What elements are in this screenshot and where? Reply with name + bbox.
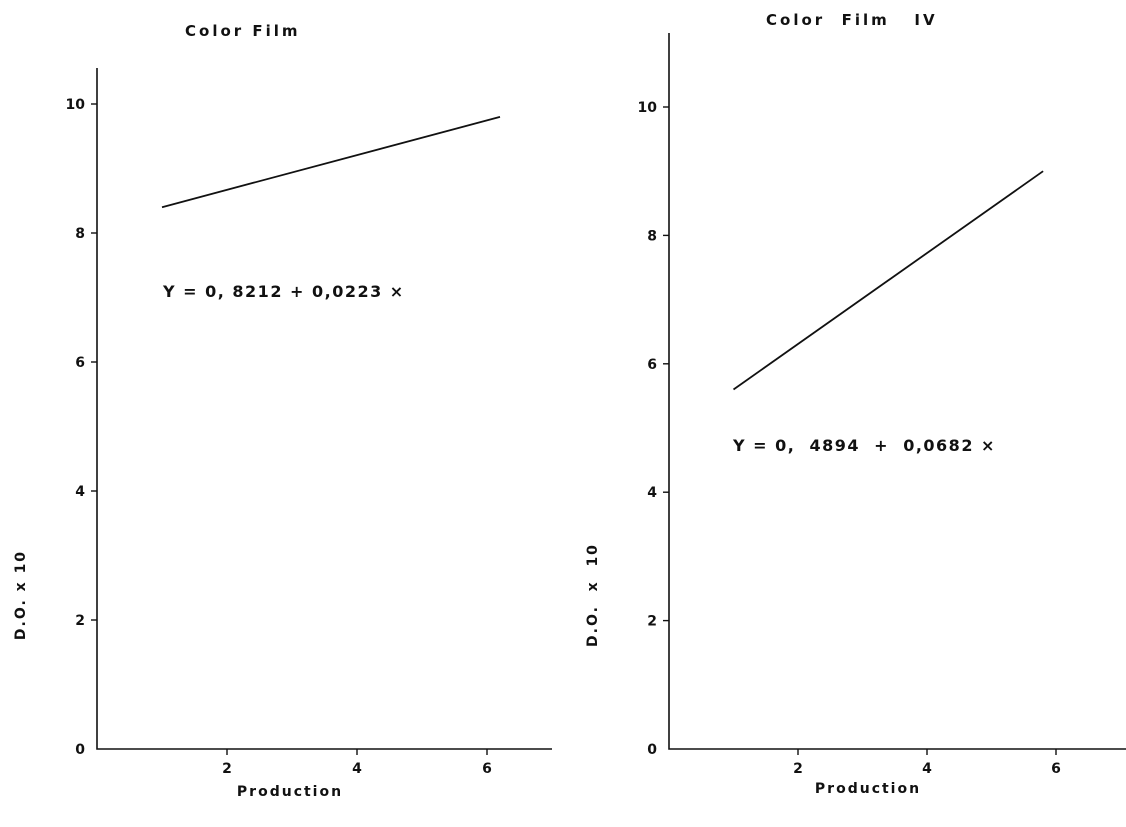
chart-left-regression-line (161, 116, 501, 209)
chart-right-y-ticks: 0 2 4 6 8 10 (638, 100, 669, 758)
chart-right-y-axis-label: D.O. x 10 (585, 543, 601, 647)
chart-right-x-tick-label: 6 (1051, 761, 1061, 777)
chart-right-y-tick-label: 10 (638, 100, 658, 116)
chart-right-y-tick-label: 0 (647, 742, 657, 758)
chart-right-title: Color Film IV (766, 11, 938, 29)
chart-right: Color Film IV 0 2 4 6 8 10 2 4 6 Y = 0, 4894 + … (585, 11, 1126, 797)
chart-left-title: Color Film (185, 22, 301, 40)
chart-right-y-tick-label: 8 (647, 228, 657, 244)
chart-left-y-tick-label: 2 (75, 613, 85, 629)
chart-left-y-tick-label: 4 (75, 484, 85, 500)
chart-right-series (732, 170, 1044, 391)
chart-left-equation: Y = 0, 8212 + 0,0223 × (162, 282, 405, 301)
chart-right-x-ticks: 2 4 6 (793, 749, 1061, 777)
chart-left-x-tick-label: 2 (222, 761, 232, 777)
chart-right-equation: Y = 0, 4894 + 0,0682 × (732, 436, 996, 455)
chart-left-y-tick-label: 10 (66, 97, 86, 113)
chart-right-regression-line (732, 170, 1044, 391)
chart-left-series (161, 116, 501, 209)
chart-left-x-tick-label: 6 (482, 761, 492, 777)
chart-right-x-tick-label: 4 (922, 761, 932, 777)
chart-left-x-ticks: 2 4 6 (222, 749, 492, 777)
chart-right-axes (668, 33, 1126, 750)
chart-right-y-tick-label: 6 (647, 357, 657, 373)
chart-left-y-ticks: 0 2 4 6 8 10 (66, 97, 97, 758)
chart-left-y-tick-label: 0 (75, 742, 85, 758)
chart-left-y-axis-label: D.O. x 10 (13, 550, 29, 640)
chart-left-x-axis-label: Production (237, 784, 343, 800)
chart-left-y-tick-label: 8 (75, 226, 85, 242)
chart-left-x-tick-label: 4 (352, 761, 362, 777)
chart-right-x-axis-label: Production (815, 781, 921, 797)
chart-right-y-tick-label: 4 (647, 485, 657, 501)
chart-right-x-tick-label: 2 (793, 761, 803, 777)
chart-left-y-tick-label: 6 (75, 355, 85, 371)
chart-right-y-tick-label: 2 (647, 614, 657, 630)
chart-left-axes (96, 68, 552, 750)
chart-left: Color Film 0 2 4 6 8 10 2 4 6 Y = 0, 8212 + 0,0… (13, 22, 552, 800)
